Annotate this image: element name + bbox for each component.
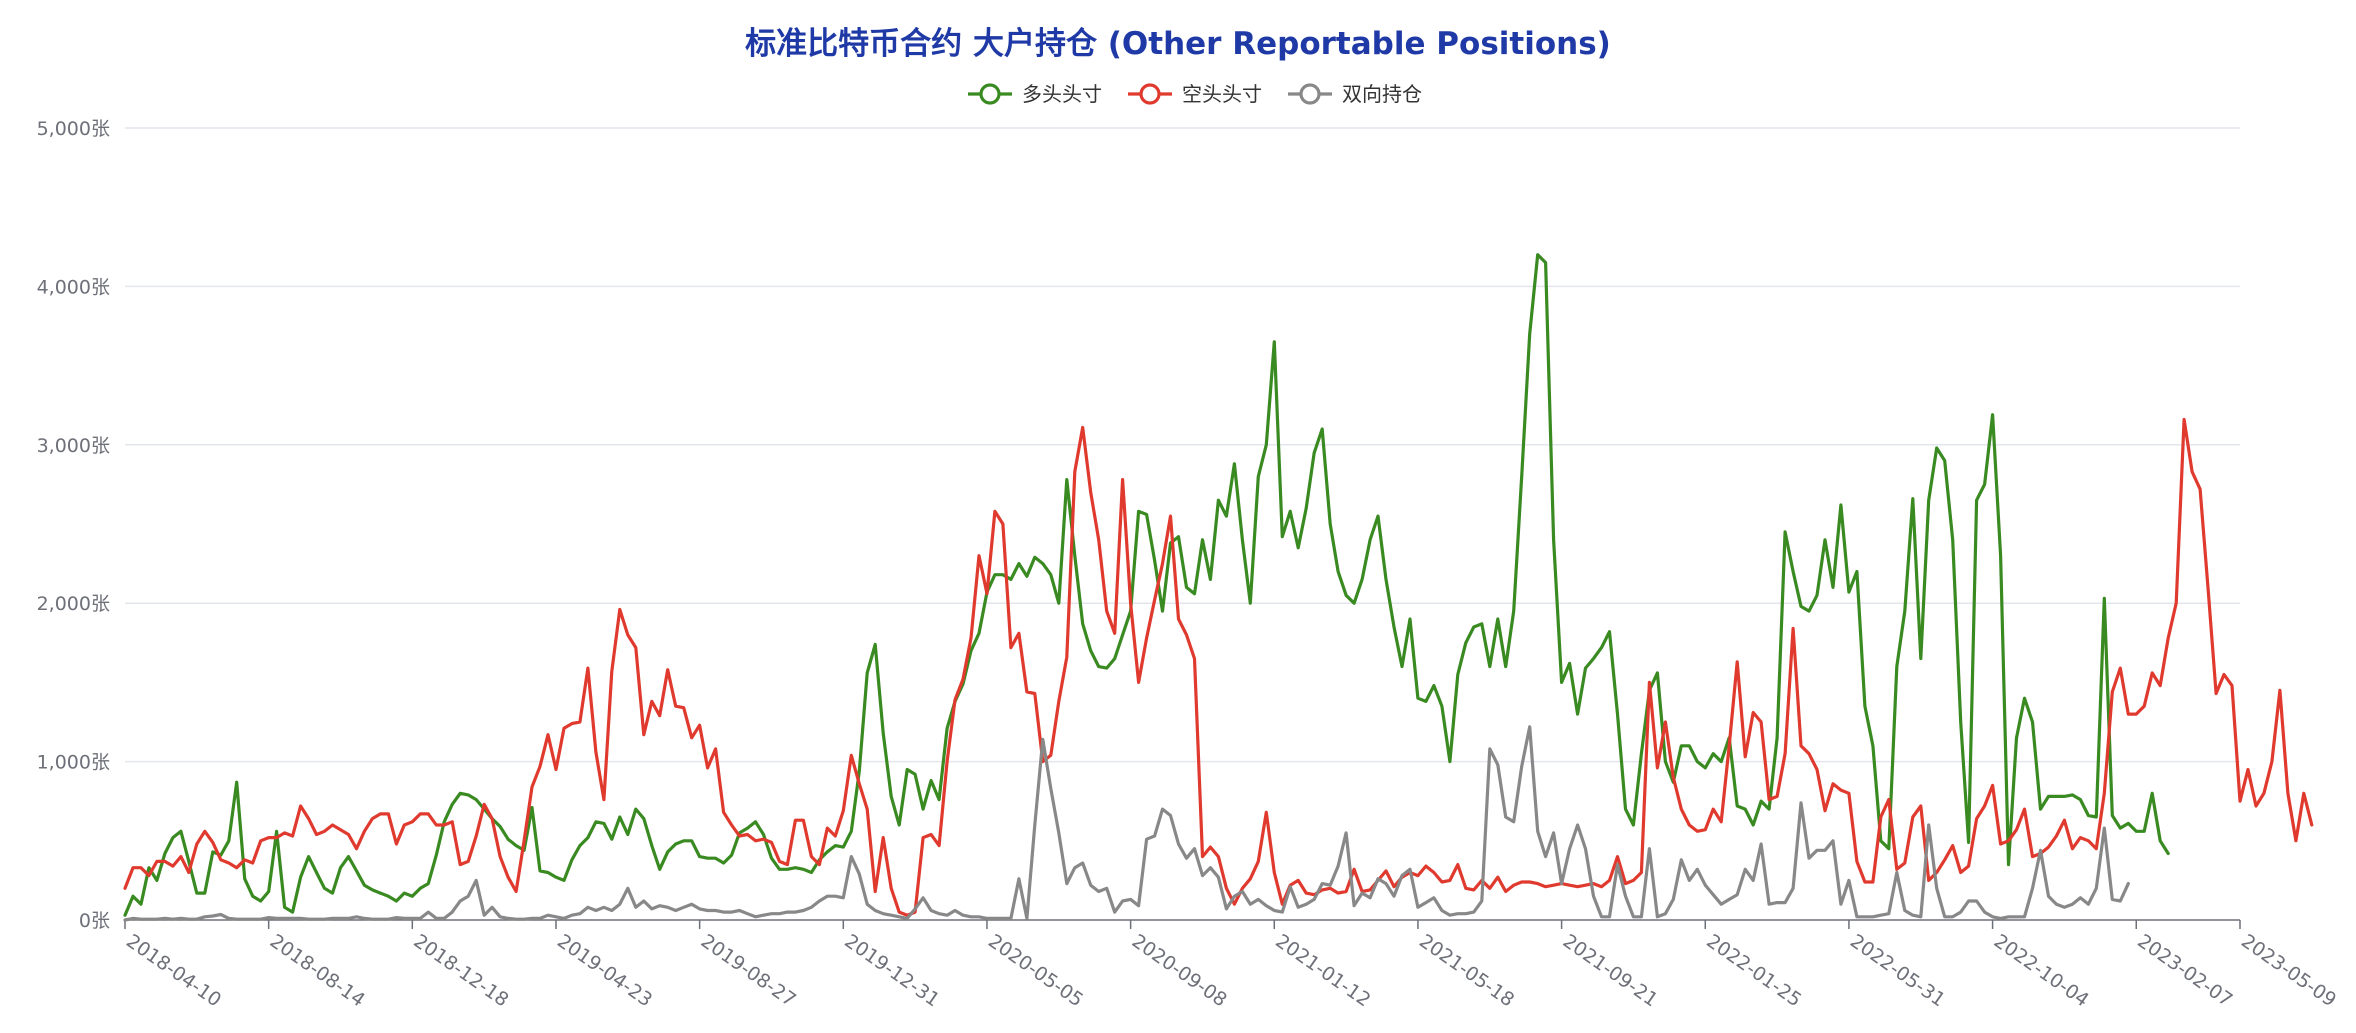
legend-marker [1139, 83, 1161, 105]
legend-label: 空头头寸 [1182, 82, 1262, 106]
y-tick-label: 2,000张 [37, 593, 110, 615]
series-line-3[interactable] [123, 725, 2130, 922]
y-tick-label: 4,000张 [37, 276, 110, 298]
x-tick-label: 2022-01-25 [1702, 930, 1805, 1011]
x-tick-label: 2023-05-09 [2237, 930, 2340, 1011]
series-line-2[interactable] [123, 417, 2314, 917]
legend-item-2[interactable]: 空头头寸 [1128, 82, 1262, 106]
legend-label: 双向持仓 [1342, 82, 1422, 106]
legend[interactable]: 多头头寸 空头头寸 双向持仓 [968, 82, 1422, 106]
series-lines[interactable] [123, 253, 2314, 922]
y-tick-label: 1,000张 [37, 752, 110, 774]
y-tick-label: 5,000张 [37, 118, 110, 140]
legend-marker [979, 83, 1001, 105]
x-tick-label: 2019-04-23 [553, 930, 656, 1011]
x-tick-label: 2018-04-10 [122, 930, 225, 1011]
x-tick-label: 2019-08-27 [697, 930, 800, 1011]
y-tick-label: 3,000张 [37, 435, 110, 457]
y-tick-label: 0张 [79, 910, 110, 932]
y-axis: 0张 1,000张 2,000张 3,000张 4,000张 5,000张 [37, 118, 110, 932]
x-tick-label: 2018-12-18 [409, 930, 512, 1011]
x-tick-label: 2022-05-31 [1846, 930, 1949, 1011]
x-tick-label: 2018-08-14 [266, 930, 369, 1011]
x-tick-label: 2022-10-04 [1990, 930, 2093, 1011]
x-axis: 2018-04-10 2018-08-14 2018-12-18 2019-04-23… [122, 919, 2340, 1011]
series-line-1[interactable] [123, 253, 2170, 917]
legend-item-1[interactable]: 多头头寸 [968, 82, 1102, 106]
legend-marker [1299, 83, 1321, 105]
x-tick-label: 2020-05-05 [984, 930, 1087, 1011]
legend-item-3[interactable]: 双向持仓 [1288, 82, 1422, 106]
x-tick-label: 2021-05-18 [1415, 930, 1518, 1011]
x-tick-label: 2021-09-21 [1559, 930, 1662, 1011]
x-tick-label: 2019-12-31 [840, 930, 943, 1011]
x-tick-label: 2020-09-08 [1128, 930, 1231, 1011]
x-tick-label: 2023-02-07 [2133, 930, 2236, 1011]
grid-lines [125, 127, 2240, 763]
legend-label: 多头头寸 [1022, 82, 1102, 106]
x-tick-label: 2021-01-12 [1271, 930, 1374, 1011]
chart-title: 标准比特币合约 大户持仓 (Other Reportable Positions… [745, 26, 1611, 62]
